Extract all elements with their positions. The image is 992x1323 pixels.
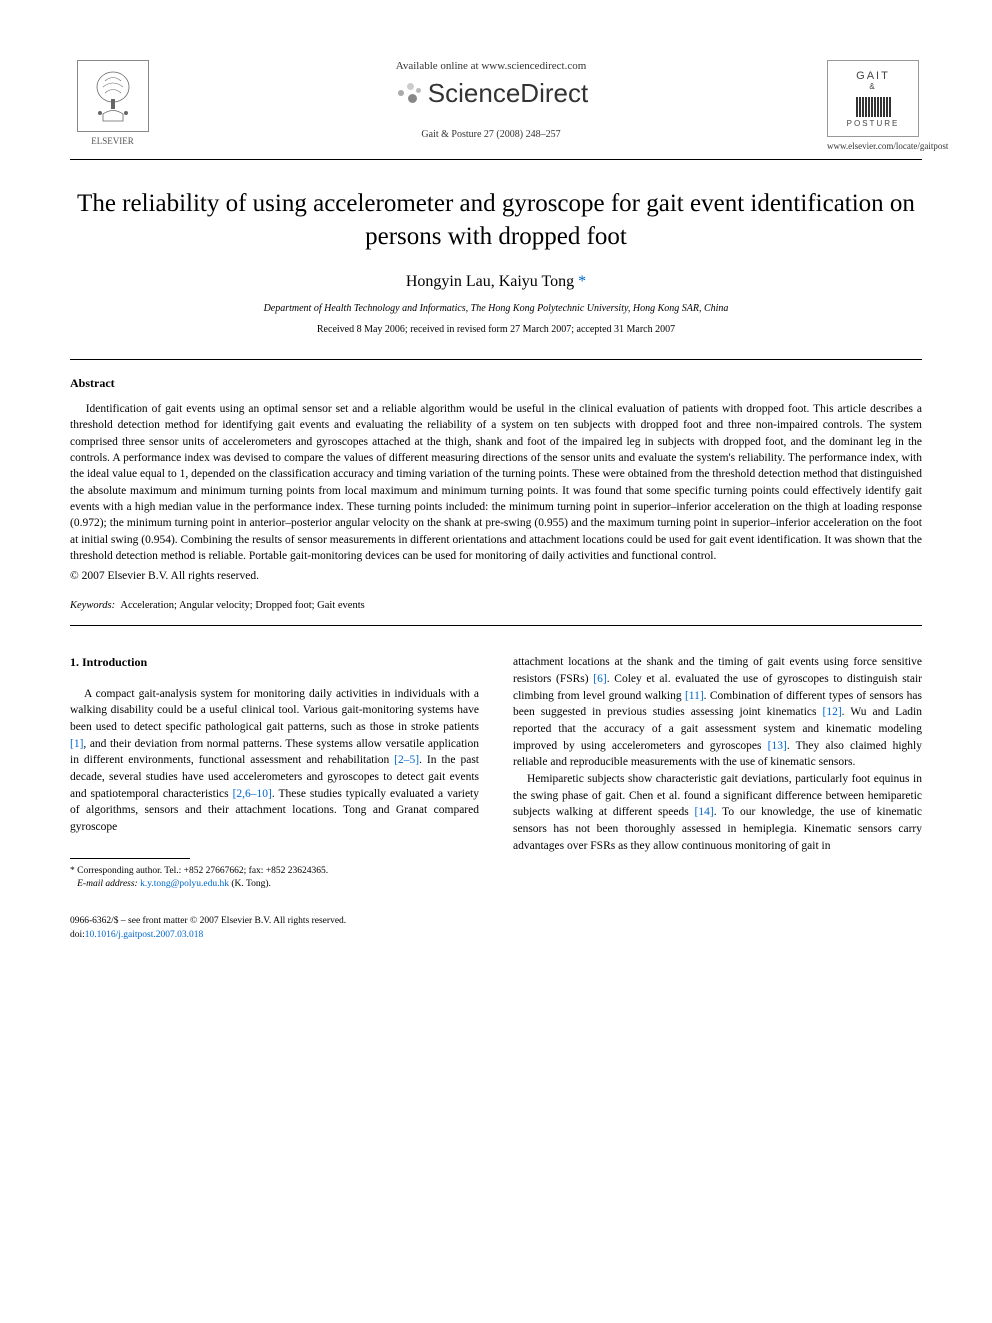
footer-line2: doi:10.1016/j.gaitpost.2007.03.018 — [70, 929, 479, 942]
column-left: 1. Introduction A compact gait-analysis … — [70, 654, 479, 942]
barcode-icon — [856, 97, 891, 117]
article-dates: Received 8 May 2006; received in revised… — [70, 324, 922, 335]
sciencedirect-text: ScienceDirect — [428, 78, 588, 109]
available-online-text: Available online at www.sciencedirect.co… — [175, 60, 807, 72]
keywords: Keywords: Acceleration; Angular velocity… — [70, 600, 922, 611]
intro-heading: 1. Introduction — [70, 654, 479, 671]
citation-link[interactable]: [12] — [823, 706, 842, 718]
journal-reference: Gait & Posture 27 (2008) 248–257 — [175, 129, 807, 140]
journal-amp: & — [869, 82, 876, 91]
center-header: Available online at www.sciencedirect.co… — [155, 60, 827, 140]
authors: Hongyin Lau, Kaiyu Tong * — [70, 273, 922, 291]
corresponding-marker: * — [578, 273, 586, 290]
sciencedirect-icon — [394, 80, 422, 108]
journal-url: www.elsevier.com/locate/gaitpost — [827, 141, 922, 151]
affiliation: Department of Health Technology and Info… — [70, 303, 922, 314]
column-right: attachment locations at the shank and th… — [513, 654, 922, 942]
citation-link[interactable]: [1] — [70, 738, 83, 750]
article-title: The reliability of using accelerometer a… — [70, 188, 922, 253]
abstract-heading: Abstract — [70, 376, 922, 391]
footnote-rule — [70, 858, 190, 859]
footer-line1: 0966-6362/$ – see front matter © 2007 El… — [70, 915, 479, 928]
intro-paragraph-2: Hemiparetic subjects show characteristic… — [513, 771, 922, 854]
keywords-label: Keywords: — [70, 600, 115, 611]
journal-logo: GAIT & POSTURE www.elsevier.com/locate/g… — [827, 60, 922, 151]
doi-link[interactable]: 10.1016/j.gaitpost.2007.03.018 — [85, 930, 204, 940]
abstract-bottom-rule — [70, 625, 922, 626]
header: ELSEVIER Available online at www.science… — [70, 60, 922, 151]
footnote: * Corresponding author. Tel.: +852 27667… — [70, 865, 479, 892]
citation-link[interactable]: [6] — [593, 673, 606, 685]
footnote-line1: * Corresponding author. Tel.: +852 27667… — [70, 865, 479, 878]
elsevier-logo: ELSEVIER — [70, 60, 155, 146]
intro-paragraph-1-cont: attachment locations at the shank and th… — [513, 654, 922, 771]
footer: 0966-6362/$ – see front matter © 2007 El… — [70, 915, 479, 942]
journal-name-1: GAIT — [856, 70, 890, 82]
author-names: Hongyin Lau, Kaiyu Tong — [406, 273, 574, 290]
citation-link[interactable]: [14] — [695, 806, 714, 818]
journal-name-2: POSTURE — [847, 119, 900, 128]
citation-link[interactable]: [2–5] — [394, 754, 419, 766]
abstract-top-rule — [70, 359, 922, 360]
footnote-line2: E-mail address: k.y.tong@polyu.edu.hk (K… — [70, 878, 479, 891]
body-columns: 1. Introduction A compact gait-analysis … — [70, 654, 922, 942]
journal-cover-icon: GAIT & POSTURE — [827, 60, 919, 137]
abstract-text: Identification of gait events using an o… — [70, 401, 922, 564]
sciencedirect-brand: ScienceDirect — [175, 78, 807, 109]
citation-link[interactable]: [11] — [685, 690, 704, 702]
intro-paragraph-1: A compact gait-analysis system for monit… — [70, 686, 479, 836]
elsevier-label: ELSEVIER — [70, 136, 155, 146]
copyright: © 2007 Elsevier B.V. All rights reserved… — [70, 570, 922, 582]
email-link[interactable]: k.y.tong@polyu.edu.hk — [140, 879, 229, 889]
header-rule — [70, 159, 922, 160]
citation-link[interactable]: [13] — [768, 740, 787, 752]
citation-link[interactable]: [2,6–10] — [233, 788, 272, 800]
elsevier-tree-icon — [77, 60, 149, 132]
